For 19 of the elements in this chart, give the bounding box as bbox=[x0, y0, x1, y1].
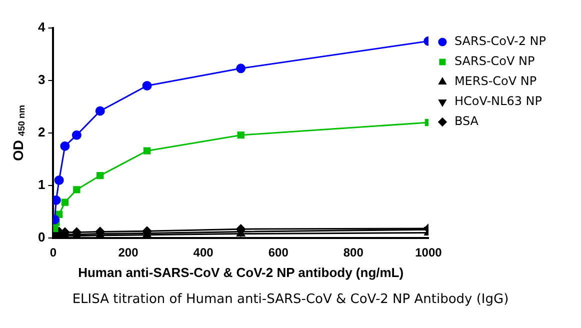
x-tick-label: 400 bbox=[193, 246, 214, 260]
legend-label: HCoV-NL63 NP bbox=[454, 94, 542, 108]
y-tick-label: 1 bbox=[38, 177, 46, 192]
y-tick-label: 3 bbox=[38, 72, 46, 88]
text: ELISA titration of Human anti-SARS-CoV & CoV-2 NP Antibody (IgG) bbox=[71, 292, 510, 307]
legend-label: BSA bbox=[454, 114, 480, 128]
x-axis-title: Human anti-SARS-CoV & CoV-2 NP antibody (ng/mL) bbox=[78, 264, 404, 280]
x-tick-label: 600 bbox=[268, 246, 289, 260]
y-tick-label: 0 bbox=[38, 230, 46, 245]
legend-label: MERS-CoV NP bbox=[454, 74, 537, 88]
y-tick-label: 2 bbox=[38, 124, 46, 140]
x-tick-label: 200 bbox=[118, 246, 139, 260]
x-tick-label: 0 bbox=[50, 246, 57, 260]
x-tick-label: 1000 bbox=[415, 246, 442, 260]
legend-label: SARS-CoV-2 NP bbox=[454, 34, 546, 48]
x-tick-label: 800 bbox=[343, 246, 364, 260]
y-tick-label: 4 bbox=[38, 20, 46, 35]
y-axis-title: OD450 nm bbox=[10, 105, 27, 161]
legend-label: SARS-CoV NP bbox=[454, 54, 535, 68]
